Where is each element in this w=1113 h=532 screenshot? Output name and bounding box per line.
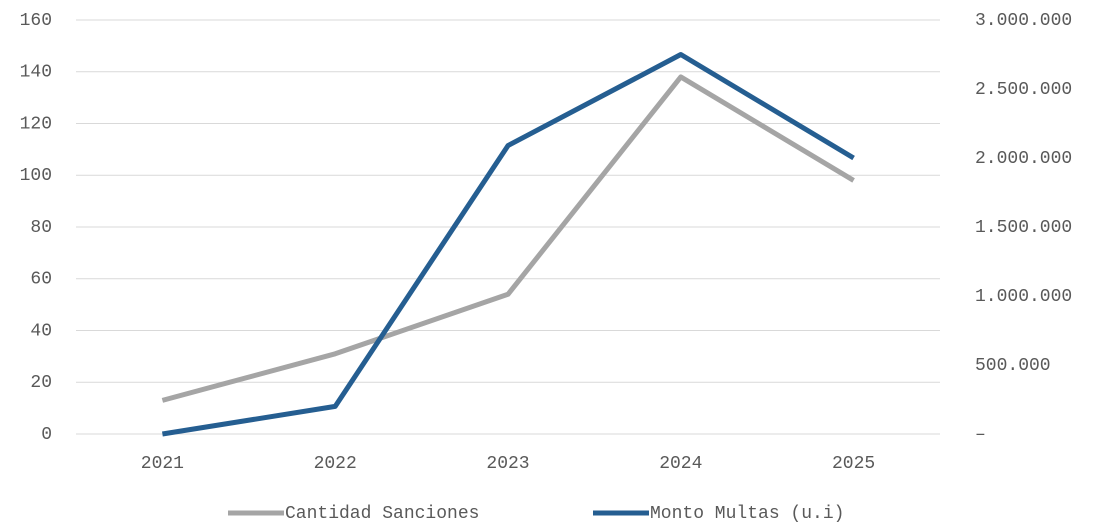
y-tick-label: 20	[30, 373, 52, 393]
y2-tick-label: 2.500.000	[975, 80, 1072, 100]
x-tick-label: 2021	[141, 454, 184, 474]
y-tick-label: 160	[20, 11, 52, 31]
y2-tick-label: 500.000	[975, 356, 1051, 376]
series-line	[162, 52, 855, 437]
x-tick-label: 2023	[486, 454, 529, 474]
y2-tick-label: 2.000.000	[975, 149, 1072, 169]
y-tick-label: 60	[30, 270, 52, 290]
y-tick-label: 120	[20, 114, 52, 134]
y2-tick-label: 1.000.000	[975, 287, 1072, 307]
y-tick-label: 0	[41, 425, 52, 445]
x-tick-label: 2024	[659, 454, 702, 474]
y-tick-label: 40	[30, 321, 52, 341]
series-line	[161, 74, 855, 403]
x-tick-label: 2025	[832, 454, 875, 474]
y-tick-label: 100	[20, 166, 52, 186]
y2-tick-label: –	[975, 425, 986, 445]
legend-label: Monto Multas (u.i)	[650, 504, 844, 524]
y-tick-label: 80	[30, 218, 52, 238]
y-tick-label: 140	[20, 63, 52, 83]
y2-tick-label: 1.500.000	[975, 218, 1072, 238]
legend-label: Cantidad Sanciones	[285, 504, 479, 524]
y2-tick-label: 3.000.000	[975, 11, 1072, 31]
x-tick-label: 2022	[314, 454, 357, 474]
